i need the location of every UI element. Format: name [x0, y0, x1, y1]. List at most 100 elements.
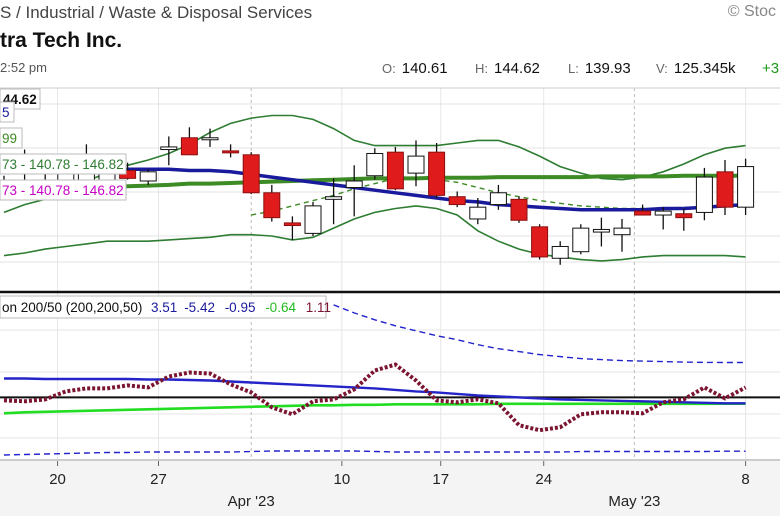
candle-body: [222, 150, 240, 154]
candle-body: [428, 151, 446, 196]
candle: [737, 158, 755, 216]
candle: [428, 143, 446, 199]
sector-breadcrumb: S / Industrial / Waste & Disposal Servic…: [0, 3, 313, 22]
legend-row-box: [0, 101, 15, 123]
candle-body: [160, 146, 178, 151]
x-tick-label: 20: [49, 471, 66, 488]
legend-row-text: 99: [2, 131, 17, 146]
candle-body: [448, 196, 466, 206]
legend-row-text: 73 - 140.78 - 146.82: [2, 183, 124, 198]
x-month-label: Apr '23: [228, 493, 275, 510]
x-tick-label: 24: [535, 471, 552, 488]
candle: [469, 198, 487, 225]
oscillator-value: -5.42: [184, 300, 215, 315]
candle: [180, 127, 198, 156]
candle: [654, 207, 672, 230]
legend-row-box: [0, 153, 127, 175]
candle-body: [407, 155, 425, 174]
oscillator-value: 3.51: [151, 300, 177, 315]
candle: [489, 184, 507, 210]
candle-body: [695, 176, 713, 213]
candle: [242, 152, 260, 195]
candle: [716, 160, 734, 216]
candle: [572, 224, 590, 255]
candle-body: [572, 227, 590, 253]
candle-body: [386, 151, 404, 190]
candle: [695, 167, 713, 221]
candle: [263, 184, 281, 222]
candle: [510, 196, 528, 223]
candle: [304, 201, 322, 236]
candle-body: [366, 152, 384, 177]
oscillator-blue-line: [4, 377, 746, 405]
candle-body: [531, 226, 549, 258]
candle-body: [592, 228, 610, 233]
candle: [675, 208, 693, 231]
candle: [325, 178, 343, 225]
open-value: O: 140.61: [382, 60, 448, 77]
lower-bollinger-band: [3, 205, 746, 262]
oscillator-legend-box: [0, 295, 327, 319]
legend-row-text: 5: [2, 105, 10, 120]
x-tick-label: 10: [333, 471, 350, 488]
candle: [283, 216, 301, 240]
candle: [345, 165, 363, 217]
oscillator-title: on 200/50 (200,200,50): [2, 300, 142, 315]
candle-body: [263, 192, 281, 219]
legend-row-text: 73 - 140.78 - 146.82: [2, 157, 124, 172]
candle: [551, 241, 569, 265]
oscillator-value: -0.95: [225, 300, 256, 315]
x-tick-label: 8: [741, 471, 749, 488]
oscillator-upper-band: [333, 304, 746, 364]
oscillator-main-line: [3, 362, 747, 433]
last-update-time: 2:52 pm: [0, 60, 47, 75]
candle: [634, 204, 652, 216]
candle-body: [510, 198, 528, 221]
candle: [531, 224, 549, 260]
change-value: +3: [762, 60, 780, 77]
candle: [366, 148, 384, 180]
low-value: L: 139.93: [568, 60, 631, 77]
candle: [201, 128, 219, 147]
candle: [448, 191, 466, 208]
candle-body: [180, 137, 198, 156]
candle-body: [283, 222, 301, 227]
oscillator-value: -0.64: [265, 300, 296, 315]
x-month-label: May '23: [608, 493, 660, 510]
x-tick-label: 17: [432, 471, 449, 488]
candle-body: [469, 206, 487, 220]
oscillator-lower-band: [3, 450, 746, 456]
x-tick-label: 27: [150, 471, 167, 488]
candle: [613, 218, 631, 252]
legend-row-box: [0, 179, 127, 201]
oscillator-panel: [0, 304, 780, 456]
candle-body: [242, 154, 260, 194]
company-name: tra Tech Inc.: [0, 29, 123, 52]
candle-body: [716, 171, 734, 208]
chart-header: S / Industrial / Waste & Disposal Servic…: [0, 0, 780, 88]
candle-body: [634, 210, 652, 216]
candle-body: [304, 205, 322, 234]
copyright-text: © Stoc: [727, 3, 776, 20]
candle-body: [139, 171, 157, 182]
candle-body: [325, 196, 343, 200]
price-panel: [0, 114, 755, 265]
candle: [139, 169, 157, 185]
oscillator-green-line: [3, 402, 746, 415]
legend-row-box: [0, 127, 23, 149]
candle-body: [613, 227, 631, 236]
candle-body: [654, 210, 672, 216]
candle-body: [737, 166, 755, 208]
candle-body: [201, 137, 219, 141]
candle-body: [345, 180, 363, 189]
candle: [592, 217, 610, 247]
candle-body: [675, 213, 693, 219]
candle: [160, 136, 178, 166]
candle: [386, 146, 404, 191]
candle: [407, 140, 425, 187]
high-value: H: 144.62: [475, 60, 540, 77]
oscillator-value: 1.11: [306, 300, 331, 315]
date-axis: 20 27 10 17 24 8 Apr '23 May '23: [0, 461, 780, 516]
